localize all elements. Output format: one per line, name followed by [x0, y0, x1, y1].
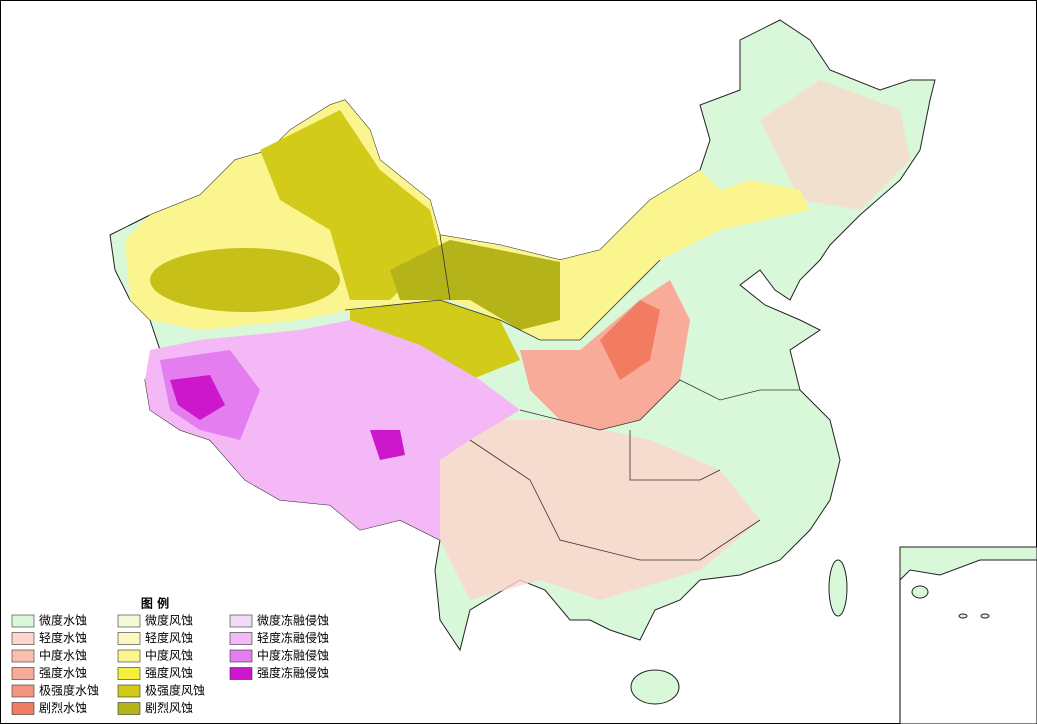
legend-label: 极强度水蚀: [39, 683, 99, 698]
legend-swatch: [229, 614, 253, 628]
legend-label: 中度冻融侵蚀: [257, 648, 329, 663]
legend-swatch: [11, 667, 35, 680]
legend-label: 中度风蚀: [145, 648, 193, 663]
legend-swatch: [117, 684, 141, 698]
inset-frame: [899, 546, 1037, 724]
legend-label: 强度水蚀: [39, 665, 87, 680]
legend-label: 剧烈风蚀: [145, 701, 193, 715]
legend-label: 剧烈水蚀: [39, 701, 87, 715]
northeast-erosion: [760, 80, 910, 210]
alxa-wind: [390, 240, 560, 330]
inset-land: [899, 546, 1037, 582]
inset-island: [980, 613, 990, 619]
legend-swatch: [229, 649, 253, 663]
legend-swatch: [117, 632, 141, 645]
legend-swatch: [11, 702, 35, 715]
south-sea-inset: [899, 546, 1037, 724]
legend-swatch: [11, 649, 35, 663]
hainan: [630, 669, 680, 705]
legend-swatch: [117, 667, 141, 680]
legend-label: 轻度水蚀: [39, 630, 87, 645]
legend-label: 微度冻融侵蚀: [257, 613, 329, 628]
loess-severe: [600, 300, 660, 380]
province-borders: [519, 379, 800, 431]
legend-label: 轻度风蚀: [145, 630, 193, 645]
legend-title: 图 例: [141, 596, 169, 611]
legend-label: 强度风蚀: [145, 665, 193, 680]
legend-swatch: [11, 614, 35, 628]
legend-swatch: [11, 632, 35, 645]
wind-strong: [260, 110, 440, 300]
legend-swatch: [229, 632, 253, 645]
taiwan: [828, 559, 848, 617]
legend-swatch: [117, 649, 141, 663]
legend-label: 微度水蚀: [39, 613, 87, 628]
south-erosion: [430, 420, 760, 600]
province-borders: [344, 259, 661, 341]
tibet-freeze-strong: [170, 375, 225, 420]
east-tibet-freeze: [370, 430, 405, 460]
province-borders: [469, 439, 761, 561]
legend-swatch: [117, 614, 141, 628]
qaidam-wind: [350, 300, 520, 380]
inset-island: [958, 613, 968, 619]
inset-island: [911, 585, 929, 599]
province-borders: [629, 430, 721, 481]
china-map: [109, 19, 936, 705]
legend-label: 微度风蚀: [145, 613, 193, 628]
tarim-basin: [150, 248, 340, 312]
legend-swatch: [117, 702, 141, 715]
legend-label: 强度冻融侵蚀: [257, 665, 329, 680]
province-borders: [439, 234, 451, 301]
legend-swatch: [11, 684, 35, 698]
legend-swatch: [229, 667, 253, 680]
legend-label: 轻度冻融侵蚀: [257, 630, 329, 645]
legend-label: 极强度风蚀: [145, 683, 205, 698]
legend-label: 中度水蚀: [39, 648, 87, 663]
